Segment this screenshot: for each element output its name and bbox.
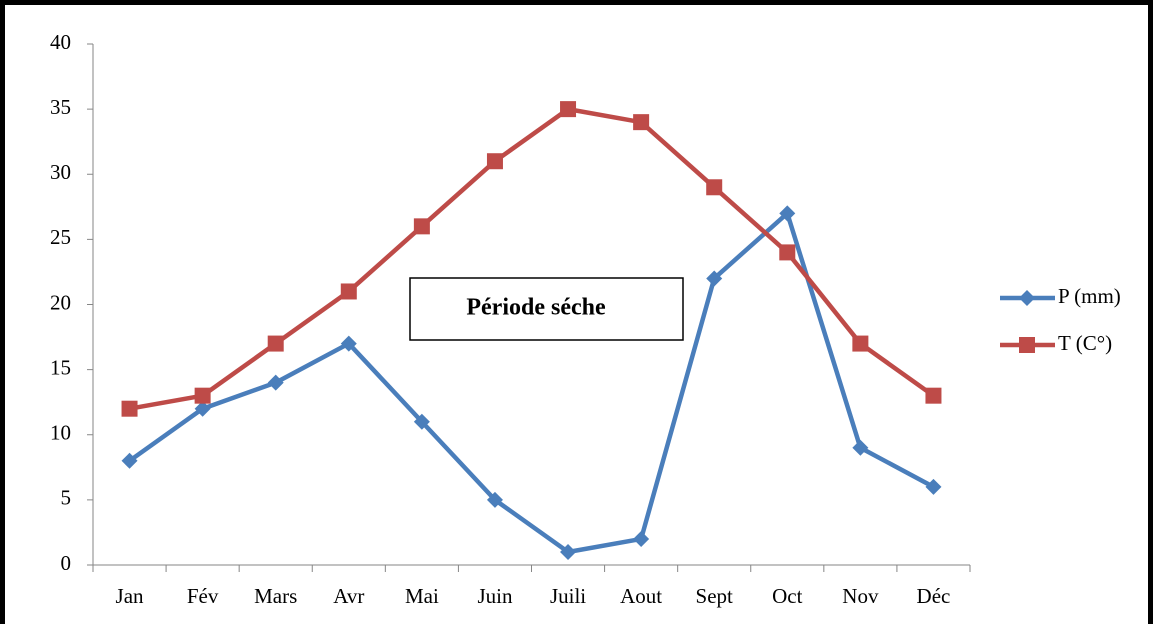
point <box>560 101 577 118</box>
point <box>633 530 650 547</box>
annotation: Période séche <box>466 295 606 321</box>
point <box>413 413 430 430</box>
x-tick-label: Juin <box>477 584 513 608</box>
x-tick-label: Avr <box>333 584 364 608</box>
point <box>852 439 869 456</box>
y-tick-label: 5 <box>61 486 72 510</box>
x-tick-label: Jan <box>116 584 144 608</box>
y-tick-label: 40 <box>50 30 71 54</box>
legend-label: T (C°) <box>1058 331 1112 355</box>
y-tick-label: 10 <box>50 421 71 445</box>
point <box>194 400 211 417</box>
y-tick-label: 35 <box>50 95 71 119</box>
point <box>340 335 357 352</box>
point <box>779 205 796 222</box>
x-tick-label: Oct <box>772 584 802 608</box>
annotation-box <box>409 277 684 341</box>
point <box>194 387 211 404</box>
y-tick-label: 0 <box>61 551 72 575</box>
series-line <box>129 106 935 411</box>
legend-marker <box>1019 337 1035 353</box>
x-tick-label: Déc <box>917 584 951 608</box>
series-line <box>128 211 935 555</box>
point <box>706 179 723 196</box>
point <box>121 400 138 417</box>
point <box>852 335 869 352</box>
legend-label: P (mm) <box>1058 284 1121 308</box>
y-tick-label: 25 <box>50 225 71 249</box>
x-tick-label: Sept <box>696 584 734 608</box>
legend-marker <box>1019 290 1035 306</box>
point <box>633 114 650 131</box>
y-tick-label: 20 <box>50 290 71 314</box>
point <box>779 244 796 261</box>
point <box>925 387 942 404</box>
y-tick-label: 30 <box>50 160 71 184</box>
point <box>267 374 284 391</box>
x-tick-label: Mai <box>405 584 439 608</box>
point <box>486 491 503 508</box>
point <box>706 270 723 287</box>
x-tick-label: Nov <box>842 584 879 608</box>
point <box>267 335 284 352</box>
x-tick-label: Aout <box>620 584 662 608</box>
point <box>486 153 503 170</box>
x-tick-label: Juili <box>550 584 586 608</box>
point <box>925 478 942 495</box>
y-tick-label: 15 <box>50 355 71 379</box>
point <box>340 283 357 300</box>
x-tick-label: Fév <box>187 584 219 608</box>
x-tick-label: Mars <box>254 584 297 608</box>
point <box>413 218 430 235</box>
point <box>560 543 577 560</box>
point <box>121 452 138 469</box>
